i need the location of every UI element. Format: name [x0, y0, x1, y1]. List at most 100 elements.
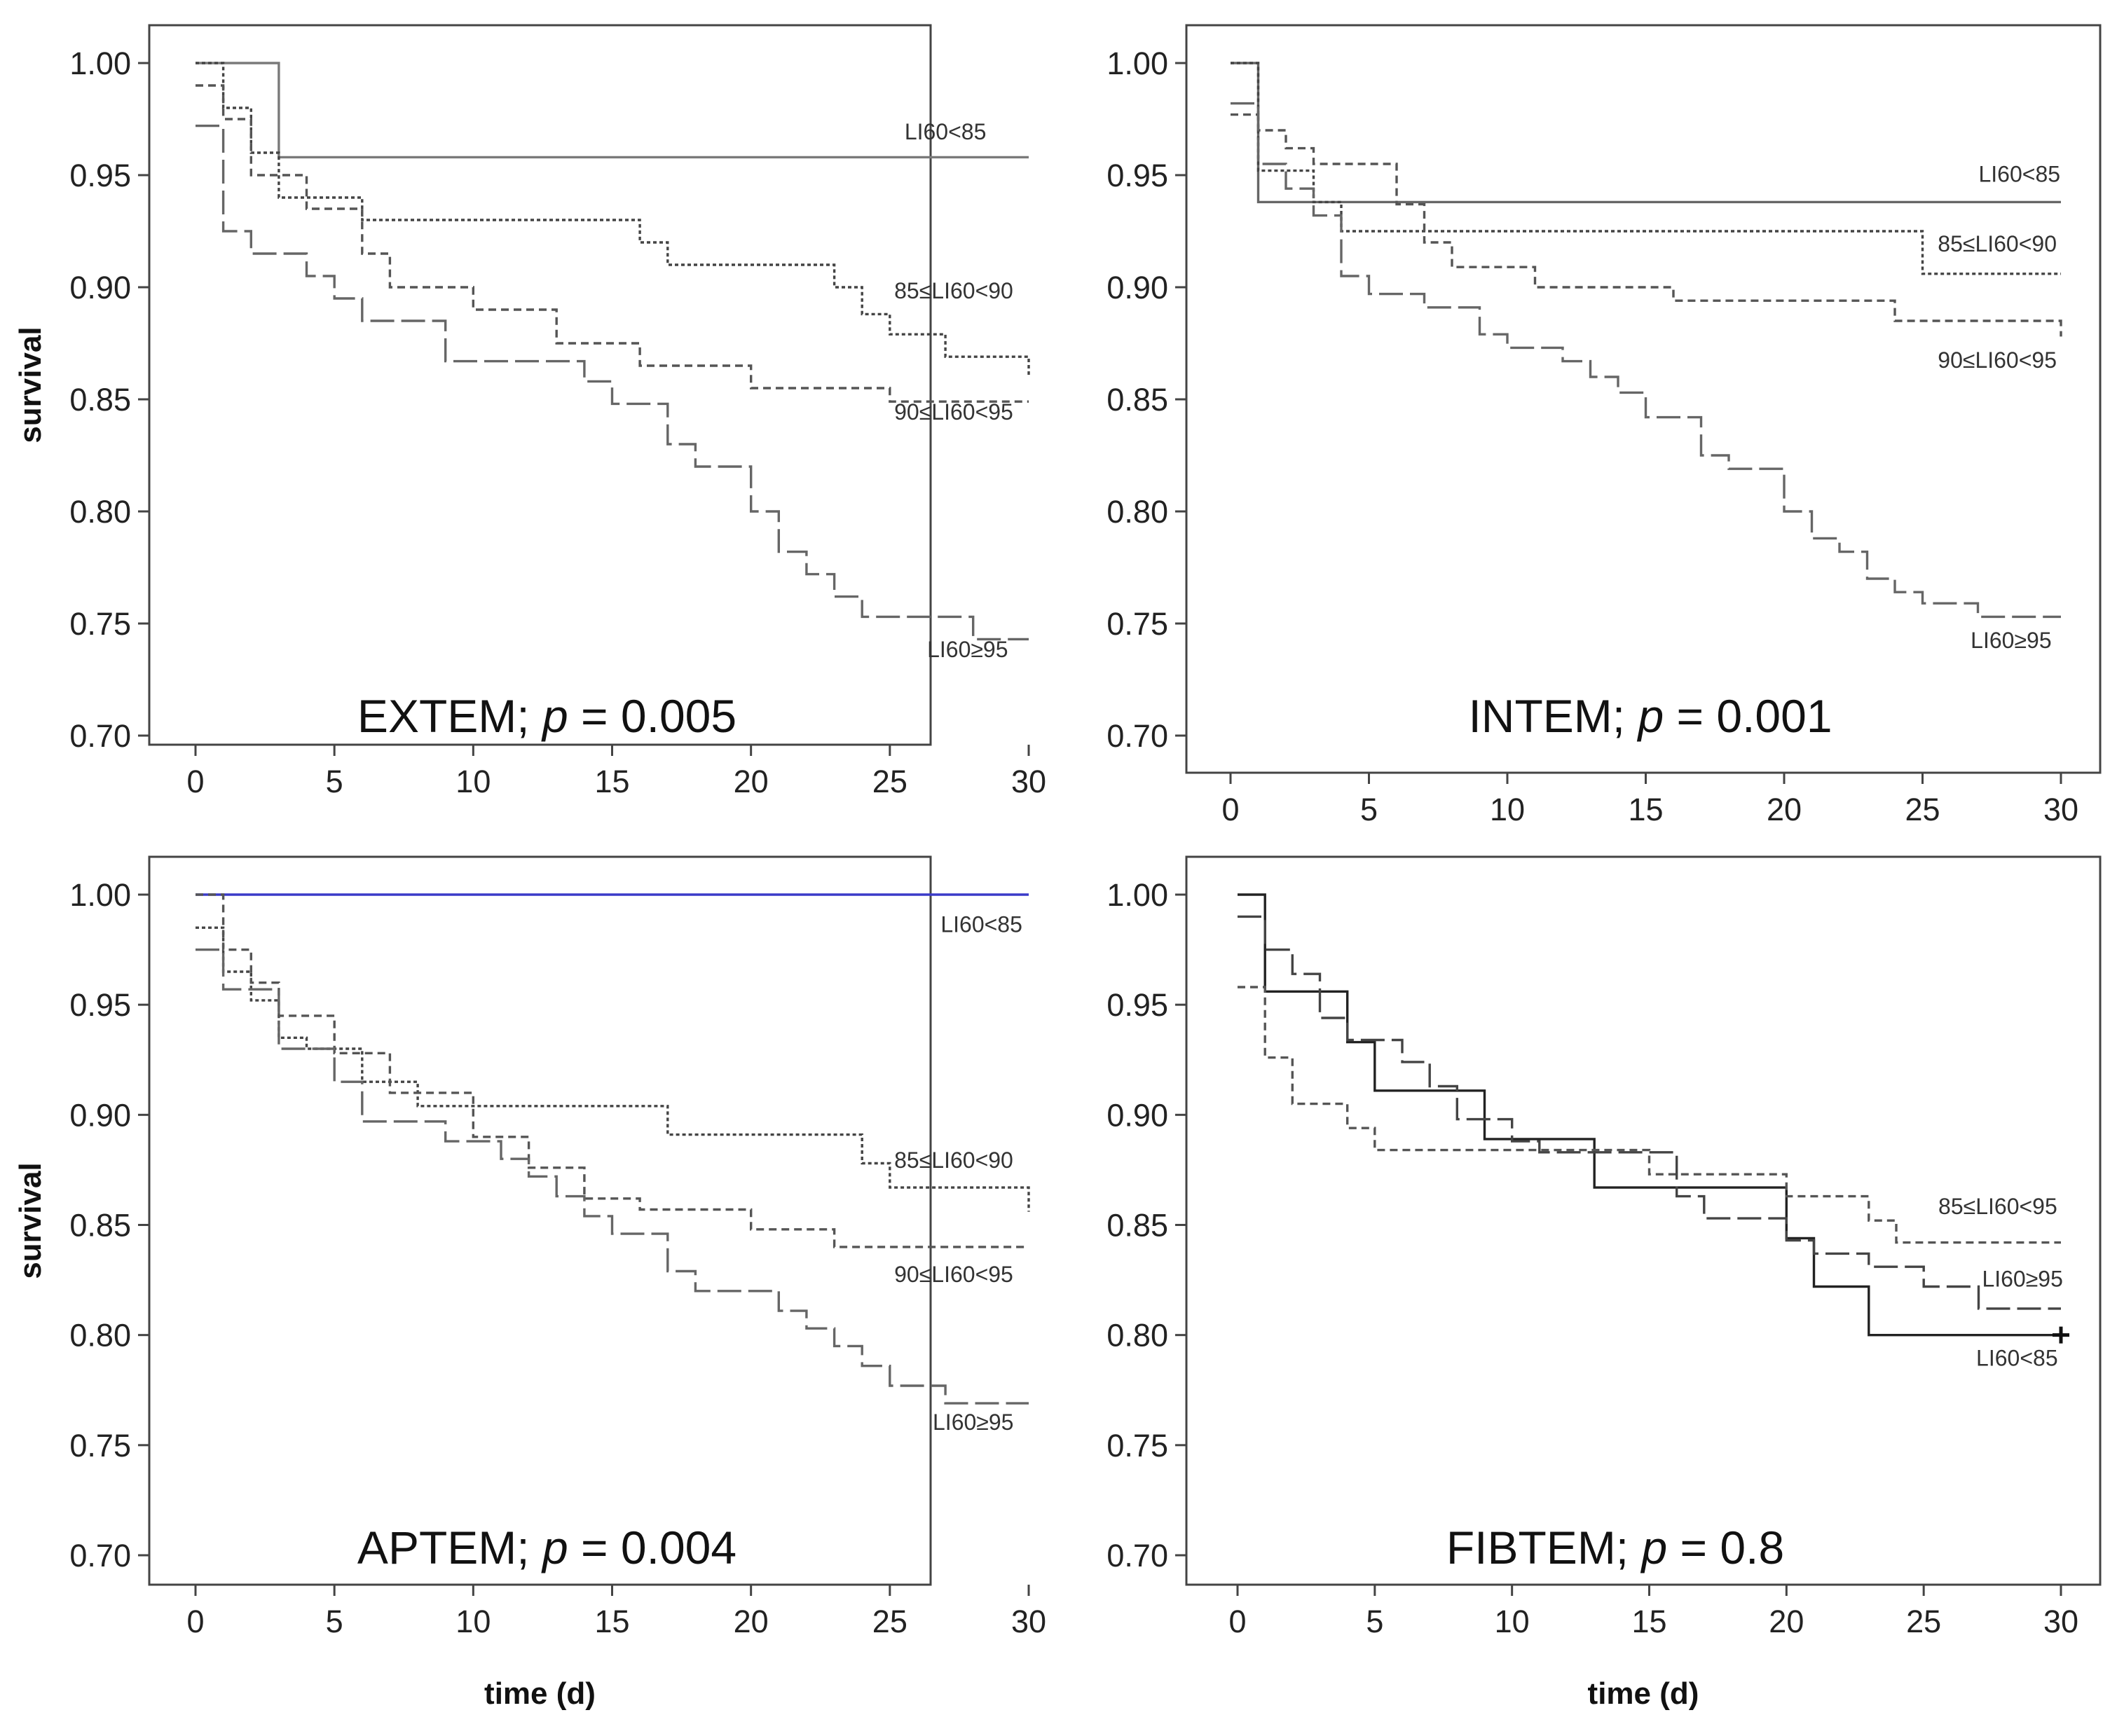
y-tick-label: 0.95 — [69, 158, 131, 193]
km-curve-li60-95 — [1238, 915, 2061, 1310]
x-tick-label: 10 — [1490, 792, 1525, 827]
x-tick-label: 15 — [594, 1604, 629, 1639]
series-label: 90≤LI60<95 — [894, 1262, 1013, 1287]
y-tick-label: 0.75 — [1106, 1428, 1168, 1463]
x-tick-label: 20 — [1767, 792, 1802, 827]
x-tick-label: 25 — [1906, 1604, 1941, 1639]
x-tick-label: 20 — [734, 1604, 769, 1639]
x-tick-label: 30 — [2043, 1604, 2078, 1639]
x-tick-label: 5 — [1360, 792, 1378, 827]
y-tick-label: 0.80 — [69, 494, 131, 530]
x-tick-label: 30 — [2043, 792, 2078, 827]
series-label: 85≤LI60<95 — [1938, 1194, 2057, 1219]
panel-title: INTEM; p = 0.001 — [1468, 690, 1832, 742]
x-tick-label: 5 — [326, 1604, 343, 1639]
y-tick-label: 0.80 — [69, 1318, 131, 1353]
y-tick-label: 0.75 — [69, 1428, 131, 1463]
km-curve-85-li60-95 — [1238, 986, 2061, 1244]
series-label: 85≤LI60<90 — [894, 278, 1013, 303]
x-axis-title: time (d) — [1588, 1676, 1699, 1711]
y-tick-label: 0.80 — [1106, 1318, 1168, 1353]
series-label: 90≤LI60<95 — [894, 399, 1013, 425]
y-tick-label: 0.90 — [69, 270, 131, 305]
series-label: LI60≥95 — [933, 1410, 1013, 1435]
y-tick-label: 0.90 — [1106, 1097, 1168, 1133]
km-curve-li60-85 — [1238, 893, 2061, 1337]
series-label: LI60<85 — [940, 911, 1022, 937]
y-tick-label: 0.70 — [69, 718, 131, 754]
x-tick-label: 10 — [1495, 1604, 1530, 1639]
y-tick-label: 0.85 — [69, 1208, 131, 1244]
plot-frame — [1185, 24, 2102, 774]
series-label: LI60≥95 — [1982, 1267, 2062, 1292]
x-tick-label: 0 — [186, 1604, 204, 1639]
series-label: 85≤LI60<90 — [1938, 231, 2057, 256]
km-panel-intem: 0.70 0.75 0.80 0.85 0.90 0.95 1.00 0 5 10 15 20 25 30… — [1106, 24, 2102, 827]
km-curve-90-li60-95 — [1231, 113, 2062, 337]
y-tick-label: 0.95 — [69, 987, 131, 1023]
y-tick-label: 0.95 — [1106, 987, 1168, 1023]
x-tick-label: 15 — [1628, 792, 1663, 827]
series-label: LI60<85 — [905, 119, 987, 144]
x-tick-label: 20 — [734, 764, 769, 799]
km-curve-85-li60-90 — [1231, 62, 2061, 275]
y-tick-label: 0.85 — [1106, 382, 1168, 418]
x-tick-label: 25 — [872, 764, 907, 799]
x-tick-label: 0 — [1228, 1604, 1246, 1639]
y-tick-label: 0.75 — [69, 606, 131, 642]
y-tick-label: 0.75 — [1106, 606, 1168, 642]
km-panel-extem: 0.70 0.75 0.80 0.85 0.90 0.95 1.00 0 5 10 15 20 25 30… — [13, 24, 1046, 799]
x-tick-label: 0 — [186, 764, 204, 799]
km-curve-li60-95 — [196, 124, 1029, 641]
y-tick-label: 0.90 — [69, 1097, 131, 1133]
y-axis-title: survival — [13, 326, 48, 443]
x-tick-label: 0 — [1221, 792, 1239, 827]
x-tick-label: 10 — [455, 764, 491, 799]
series-label: 85≤LI60<90 — [894, 1148, 1013, 1173]
series-label: LI60≥95 — [927, 637, 1008, 662]
km-curve-li60-85 — [196, 62, 1029, 159]
y-tick-label: 0.70 — [69, 1538, 131, 1573]
y-tick-label: 0.90 — [1106, 270, 1168, 305]
x-tick-label: 5 — [326, 764, 343, 799]
km-panel-fibtem: 0.70 0.75 0.80 0.85 0.90 0.95 1.00 0 5 10 15 20 25 30… — [1106, 855, 2102, 1711]
x-tick-label: 30 — [1011, 1604, 1046, 1639]
x-tick-label: 5 — [1366, 1604, 1383, 1639]
y-tick-label: 1.00 — [69, 46, 131, 81]
y-tick-label: 1.00 — [1106, 46, 1168, 81]
x-tick-label: 15 — [594, 764, 629, 799]
km-curve-90-li60-95 — [196, 84, 1029, 403]
series-label: LI60≥95 — [1971, 628, 2051, 653]
series-label: LI60<85 — [1978, 162, 2060, 187]
panel-title: EXTEM; p = 0.005 — [357, 690, 736, 742]
y-tick-label: 1.00 — [69, 877, 131, 913]
x-tick-label: 25 — [872, 1604, 907, 1639]
y-tick-label: 0.95 — [1106, 158, 1168, 193]
series-label: 90≤LI60<95 — [1938, 347, 2057, 373]
km-curve-li60-95 — [196, 948, 1029, 1405]
panel-title: FIBTEM; p = 0.8 — [1446, 1522, 1784, 1573]
x-tick-label: 15 — [1631, 1604, 1666, 1639]
y-tick-label: 0.85 — [69, 382, 131, 418]
plot-frame — [148, 24, 932, 746]
km-curve-li60-85 — [1231, 62, 2061, 204]
x-tick-label: 30 — [1011, 764, 1046, 799]
series-label: LI60<85 — [1976, 1346, 2058, 1371]
y-tick-label: 0.70 — [1106, 1538, 1168, 1573]
plot-frame — [148, 855, 932, 1586]
y-tick-label: 1.00 — [1106, 877, 1168, 913]
y-axis-title: survival — [13, 1162, 48, 1279]
km-curve-90-li60-95 — [196, 893, 1029, 1248]
x-axis-title: time (d) — [484, 1676, 596, 1711]
plot-frame — [1185, 855, 2102, 1586]
km-panel-aptem: 0.70 0.75 0.80 0.85 0.90 0.95 1.00 0 5 10 15 20 25 30… — [13, 855, 1046, 1711]
y-tick-label: 0.80 — [1106, 494, 1168, 530]
censor-mark — [2053, 1326, 2069, 1344]
km-curve-li60-95 — [1231, 102, 2061, 619]
y-tick-label: 0.85 — [1106, 1208, 1168, 1244]
x-tick-label: 25 — [1905, 792, 1940, 827]
panel-title: APTEM; p = 0.004 — [357, 1522, 736, 1573]
km-curve-85-li60-90 — [196, 62, 1030, 377]
x-tick-label: 20 — [1769, 1604, 1804, 1639]
